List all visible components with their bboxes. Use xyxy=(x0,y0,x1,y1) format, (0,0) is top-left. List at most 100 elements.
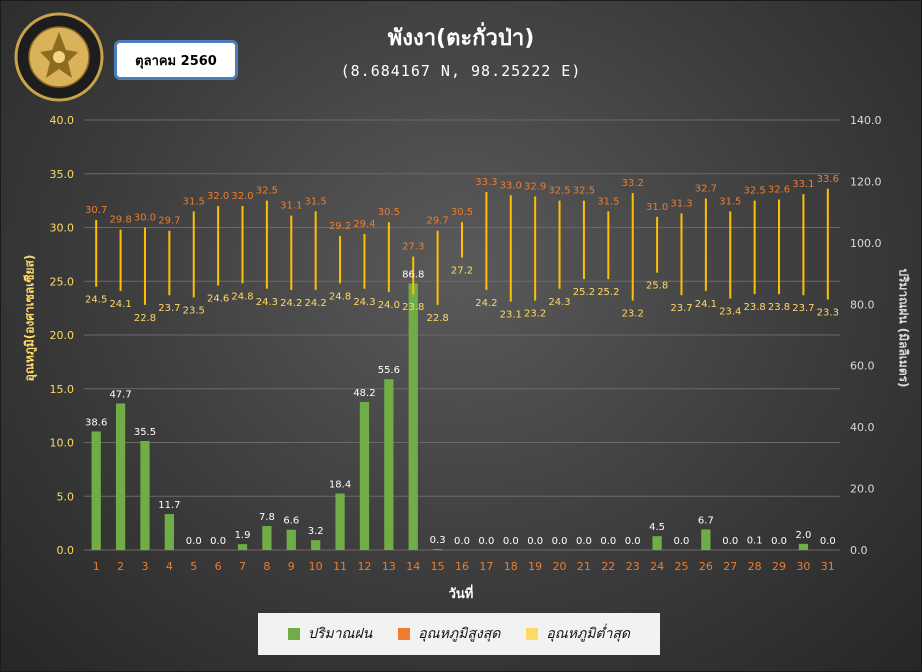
x-tick-label: 4 xyxy=(166,560,173,573)
min-temp-label: 23.7 xyxy=(158,303,180,314)
month-label: ตุลาคม 2560 xyxy=(135,53,217,69)
min-temp-label: 22.8 xyxy=(426,313,448,324)
x-tick-label: 31 xyxy=(821,560,835,573)
rain-data-label: 0.0 xyxy=(478,536,494,547)
legend-label-rain: ปริมาณฝน xyxy=(307,626,373,642)
min-temp-label: 23.2 xyxy=(524,309,546,320)
rain-data-label: 7.8 xyxy=(259,512,275,523)
min-temp-label: 25.2 xyxy=(573,287,595,298)
rain-data-label: 0.0 xyxy=(210,536,226,547)
min-temp-label: 24.2 xyxy=(280,298,302,309)
max-temp-label: 32.0 xyxy=(231,191,253,202)
x-tick-label: 15 xyxy=(431,560,445,573)
rain-bar xyxy=(701,529,711,550)
y-right-tick-label: 40.0 xyxy=(850,421,875,434)
rain-data-label: 0.0 xyxy=(722,536,738,547)
min-temp-label: 24.3 xyxy=(353,297,375,308)
rain-data-label: 47.7 xyxy=(109,389,131,400)
rain-data-label: 6.7 xyxy=(698,515,714,526)
rain-data-label: 0.0 xyxy=(503,536,519,547)
x-tick-label: 21 xyxy=(577,560,591,573)
rain-data-label: 86.8 xyxy=(402,269,424,280)
y-right-tick-label: 60.0 xyxy=(850,360,875,373)
rain-data-label: 18.4 xyxy=(329,479,351,490)
rain-bar xyxy=(140,440,150,550)
max-temp-label: 31.1 xyxy=(280,201,302,212)
max-temp-label: 32.7 xyxy=(695,183,717,194)
x-tick-label: 27 xyxy=(723,560,737,573)
y-left-tick-label: 10.0 xyxy=(50,437,75,450)
x-tick-label: 11 xyxy=(333,560,347,573)
min-temp-label: 23.7 xyxy=(670,303,692,314)
rain-bar xyxy=(115,403,126,550)
legend-label-max: อุณหภูมิสูงสุด xyxy=(418,626,501,642)
max-temp-label: 32.6 xyxy=(768,185,790,196)
x-tick-label: 8 xyxy=(263,560,270,573)
y-axis-left-title: อุณหภูมิ(องศาเซลเซียส) xyxy=(22,254,37,382)
max-temp-label: 33.0 xyxy=(500,180,522,191)
x-tick-label: 13 xyxy=(382,560,396,573)
x-tick-label: 3 xyxy=(141,560,148,573)
y-axis-right-title: ปริมาณฝน (มิลลิเมตร) xyxy=(896,268,911,388)
x-tick-label: 26 xyxy=(699,560,713,573)
rain-bar xyxy=(359,401,370,550)
x-tick-label: 20 xyxy=(553,560,567,573)
min-temp-label: 24.2 xyxy=(305,298,327,309)
x-tick-label: 18 xyxy=(504,560,518,573)
max-temp-label: 29.2 xyxy=(329,221,351,232)
rain-bar xyxy=(798,543,809,550)
max-temp-label: 29.4 xyxy=(353,219,375,230)
min-temp-label: 24.8 xyxy=(231,291,253,302)
min-temp-label: 25.8 xyxy=(646,281,668,292)
min-temp-label: 23.5 xyxy=(183,305,205,316)
rain-data-label: 0.0 xyxy=(600,536,616,547)
rain-bar xyxy=(652,536,662,550)
x-tick-label: 17 xyxy=(479,560,493,573)
max-temp-label: 31.5 xyxy=(305,196,327,207)
y-left-tick-label: 0.0 xyxy=(57,544,75,557)
rain-bar xyxy=(91,431,101,550)
max-temp-label: 32.0 xyxy=(207,191,229,202)
y-left-tick-label: 15.0 xyxy=(50,383,75,396)
min-temp-label: 23.8 xyxy=(402,302,424,313)
rain-data-label: 11.7 xyxy=(158,500,180,511)
max-temp-label: 29.7 xyxy=(426,216,448,227)
max-temp-label: 31.5 xyxy=(183,196,205,207)
max-temp-label: 29.7 xyxy=(158,216,180,227)
rain-data-label: 1.9 xyxy=(235,530,251,541)
rain-bar xyxy=(262,526,272,550)
rain-data-label: 2.0 xyxy=(795,530,811,541)
max-temp-label: 31.5 xyxy=(597,196,619,207)
x-tick-label: 2 xyxy=(117,560,124,573)
rain-data-label: 0.0 xyxy=(625,536,641,547)
x-tick-label: 28 xyxy=(748,560,762,573)
y-left-tick-label: 25.0 xyxy=(50,275,75,288)
x-tick-label: 30 xyxy=(796,560,810,573)
rain-data-label: 0.0 xyxy=(552,536,568,547)
min-temp-label: 22.8 xyxy=(134,313,156,324)
min-temp-label: 23.2 xyxy=(622,309,644,320)
legend-label-min: อุณหภูมิต่ำสุด xyxy=(546,626,631,642)
min-temp-label: 24.5 xyxy=(85,295,107,306)
x-tick-label: 7 xyxy=(239,560,246,573)
chart-title: พังงา(ตะกั่วป่า) xyxy=(387,26,535,51)
x-tick-label: 6 xyxy=(215,560,222,573)
max-temp-label: 32.5 xyxy=(256,186,278,197)
min-temp-label: 23.8 xyxy=(768,302,790,313)
rain-bar xyxy=(335,493,345,550)
max-temp-label: 32.9 xyxy=(524,181,546,192)
max-temp-label: 33.3 xyxy=(475,177,497,188)
max-temp-label: 27.3 xyxy=(402,242,424,253)
rain-data-label: 0.0 xyxy=(576,536,592,547)
legend-item-max: อุณหภูมิสูงสุด xyxy=(398,623,500,645)
rain-data-label: 48.2 xyxy=(353,388,375,399)
rain-data-label: 4.5 xyxy=(649,522,665,533)
x-tick-label: 12 xyxy=(357,560,371,573)
x-tick-label: 1 xyxy=(93,560,100,573)
rain-data-label: 35.5 xyxy=(134,427,156,438)
x-tick-label: 23 xyxy=(626,560,640,573)
rain-bar xyxy=(237,544,248,550)
rain-data-label: 0.0 xyxy=(820,536,836,547)
x-tick-label: 5 xyxy=(190,560,197,573)
